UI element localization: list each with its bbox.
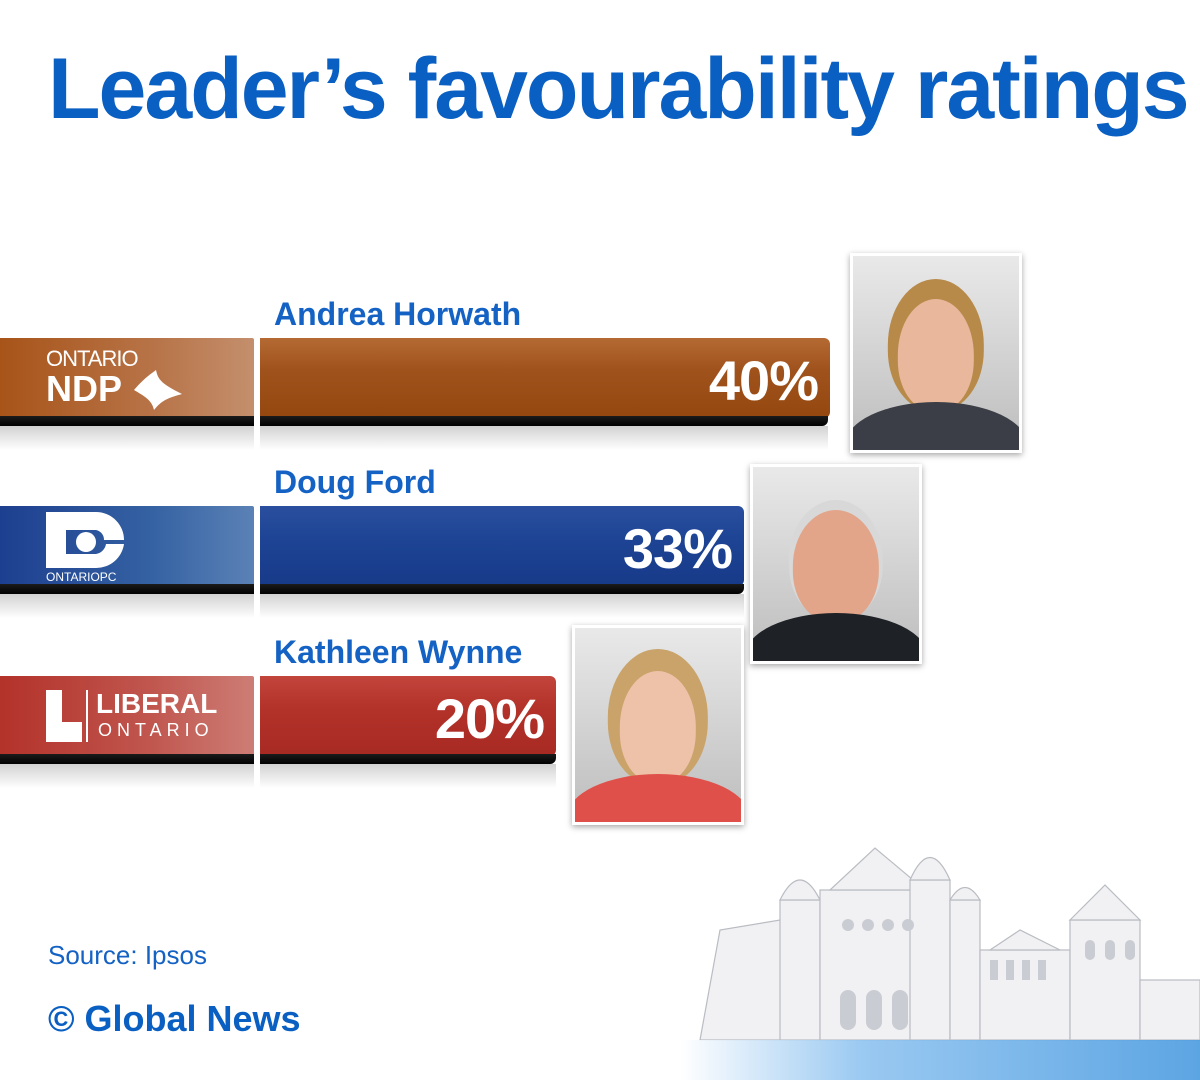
bar-wynne: 20% (260, 676, 556, 756)
liberal-logo-line2: ONTARIO (98, 720, 214, 740)
liberal-logo: LIBERAL ONTARIO (0, 676, 254, 756)
portrait-body (853, 401, 1019, 450)
pc-trillium-logo-icon (46, 512, 124, 569)
leader-name: Kathleen Wynne (274, 634, 523, 670)
bar-shadow (0, 416, 828, 426)
divider (254, 338, 260, 450)
value-label: 40% (708, 349, 819, 412)
ndp-logo-line2: NDP (46, 368, 123, 409)
pc-logo-text: ONTARIOPC (46, 570, 117, 584)
leader-name: Doug Ford (274, 464, 436, 500)
trillium-icon (134, 370, 182, 410)
bar-ford: 33% (260, 506, 744, 586)
chart-title: Leader’s favourability ratings (48, 41, 1190, 137)
portrait-icon (897, 298, 975, 412)
bar-shadow (0, 754, 556, 764)
bar-reflection (0, 426, 828, 450)
source-text: Source: Ipsos (48, 940, 207, 970)
divider (254, 506, 260, 618)
bar-shadow (0, 584, 744, 594)
logo-divider (86, 690, 88, 742)
divider (254, 676, 260, 788)
bar-reflection (0, 764, 556, 788)
photo-kathleen-wynne (572, 625, 744, 825)
photo-doug-ford (750, 464, 922, 664)
bar-horwath: 40% (260, 338, 830, 418)
leader-name: Andrea Horwath (274, 296, 522, 332)
pc-logo: ONTARIOPC (0, 506, 254, 586)
liberal-logo-line1: LIBERAL (96, 688, 218, 719)
queens-park-building-icon (680, 847, 1200, 1080)
bar-reflection (0, 594, 744, 618)
credit-text: © Global News (48, 998, 301, 1039)
value-label: 33% (622, 517, 733, 580)
liberal-l-icon (46, 690, 82, 742)
portrait-icon (792, 509, 880, 623)
value-label: 20% (434, 687, 545, 750)
ndp-logo: ONTARIO NDP (0, 338, 254, 418)
portrait-icon (619, 670, 697, 784)
portrait-body (575, 773, 741, 822)
portrait-body (753, 612, 919, 661)
ndp-logo-line1: ONTARIO (46, 346, 139, 371)
photo-andrea-horwath (850, 253, 1022, 453)
